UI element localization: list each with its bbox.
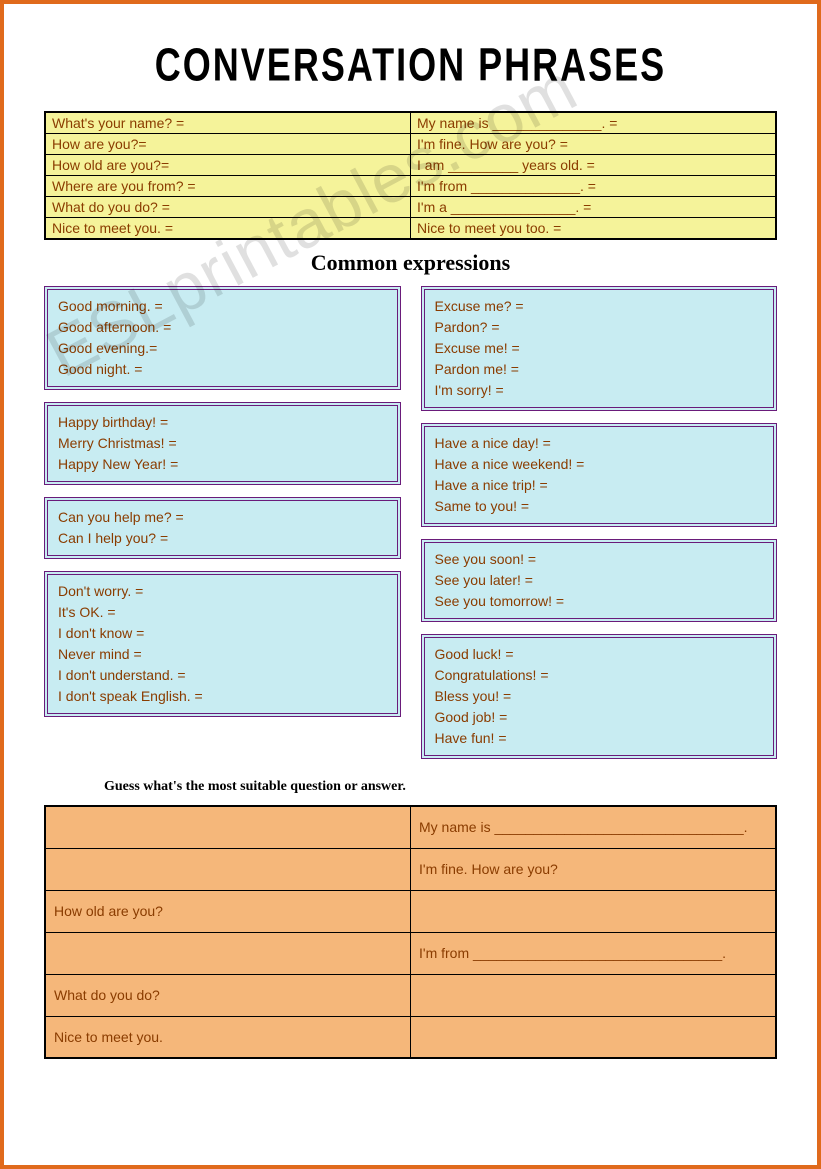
- exercise-cell-left[interactable]: Nice to meet you.: [45, 1016, 411, 1058]
- expression-line: Have fun! =: [435, 728, 764, 749]
- expression-line: Never mind =: [58, 644, 387, 665]
- table-row: I'm fine. How are you?: [45, 848, 776, 890]
- expression-line: Congratulations! =: [435, 665, 764, 686]
- phrase-cell-right: I'm fine. How are you? =: [411, 134, 777, 155]
- phrases-table: What's your name? =My name is __________…: [44, 111, 777, 240]
- expression-line: Excuse me! =: [435, 338, 764, 359]
- exercise-cell-left[interactable]: [45, 848, 411, 890]
- exercise-cell-right[interactable]: My name is _____________________________…: [411, 806, 777, 848]
- worksheet-page: ESLprintables.com CONVERSATION PHRASES W…: [0, 0, 821, 1169]
- phrase-cell-left: How old are you?=: [45, 155, 411, 176]
- expression-line: Don't worry. =: [58, 581, 387, 602]
- phrase-cell-right: I'm from ______________. =: [411, 176, 777, 197]
- phrase-cell-left: What's your name? =: [45, 112, 411, 134]
- expression-box: Good morning. =Good afternoon. =Good eve…: [44, 286, 401, 390]
- expression-line: I'm sorry! =: [435, 380, 764, 401]
- table-row: What do you do?: [45, 974, 776, 1016]
- expression-line: It's OK. =: [58, 602, 387, 623]
- exercise-cell-left[interactable]: How old are you?: [45, 890, 411, 932]
- exercise-cell-left[interactable]: [45, 932, 411, 974]
- exercise-cell-left[interactable]: [45, 806, 411, 848]
- expression-line: See you soon! =: [435, 549, 764, 570]
- exercise-table: My name is _____________________________…: [44, 805, 777, 1059]
- expressions-wrap: Good morning. =Good afternoon. =Good eve…: [44, 286, 777, 759]
- expression-line: I don't understand. =: [58, 665, 387, 686]
- phrase-cell-left: What do you do? =: [45, 197, 411, 218]
- expression-line: Merry Christmas! =: [58, 433, 387, 454]
- exercise-cell-right[interactable]: [411, 890, 777, 932]
- expression-line: Happy New Year! =: [58, 454, 387, 475]
- expression-line: Can I help you? =: [58, 528, 387, 549]
- table-row: What do you do? =I'm a ________________.…: [45, 197, 776, 218]
- table-row: How are you?=I'm fine. How are you? =: [45, 134, 776, 155]
- expression-box: Excuse me? =Pardon? =Excuse me! =Pardon …: [421, 286, 778, 411]
- table-row: Nice to meet you.: [45, 1016, 776, 1058]
- phrase-cell-right: My name is ______________. =: [411, 112, 777, 134]
- expression-line: Have a nice weekend! =: [435, 454, 764, 475]
- table-row: Nice to meet you. =Nice to meet you too.…: [45, 218, 776, 240]
- expression-line: I don't speak English. =: [58, 686, 387, 707]
- phrase-cell-right: I am _________ years old. =: [411, 155, 777, 176]
- expression-line: See you later! =: [435, 570, 764, 591]
- table-row: Where are you from? =I'm from __________…: [45, 176, 776, 197]
- expression-line: Happy birthday! =: [58, 412, 387, 433]
- expression-line: I don't know =: [58, 623, 387, 644]
- exercise-cell-right[interactable]: [411, 974, 777, 1016]
- expression-line: Good night. =: [58, 359, 387, 380]
- expression-box: See you soon! =See you later! =See you t…: [421, 539, 778, 622]
- expression-line: Good job! =: [435, 707, 764, 728]
- exercise-cell-right[interactable]: [411, 1016, 777, 1058]
- expression-line: Good morning. =: [58, 296, 387, 317]
- expression-box: Happy birthday! =Merry Christmas! =Happy…: [44, 402, 401, 485]
- exercise-cell-right[interactable]: I'm fine. How are you?: [411, 848, 777, 890]
- expression-box: Don't worry. =It's OK. =I don't know =Ne…: [44, 571, 401, 717]
- right-column: Excuse me? =Pardon? =Excuse me! =Pardon …: [421, 286, 778, 759]
- expression-line: Good luck! =: [435, 644, 764, 665]
- table-row: How old are you?=I am _________ years ol…: [45, 155, 776, 176]
- expression-line: See you tomorrow! =: [435, 591, 764, 612]
- expression-line: Good afternoon. =: [58, 317, 387, 338]
- table-row: My name is _____________________________…: [45, 806, 776, 848]
- expression-line: Pardon? =: [435, 317, 764, 338]
- phrase-cell-right: I'm a ________________. =: [411, 197, 777, 218]
- expression-line: Have a nice day! =: [435, 433, 764, 454]
- expression-line: Have a nice trip! =: [435, 475, 764, 496]
- expression-line: Same to you! =: [435, 496, 764, 517]
- exercise-cell-left[interactable]: What do you do?: [45, 974, 411, 1016]
- expression-box: Good luck! =Congratulations! =Bless you!…: [421, 634, 778, 759]
- expression-line: Good evening.=: [58, 338, 387, 359]
- phrase-cell-left: How are you?=: [45, 134, 411, 155]
- left-column: Good morning. =Good afternoon. =Good eve…: [44, 286, 401, 759]
- expression-box: Have a nice day! =Have a nice weekend! =…: [421, 423, 778, 527]
- table-row: I'm from _______________________________…: [45, 932, 776, 974]
- phrase-cell-left: Where are you from? =: [45, 176, 411, 197]
- expression-line: Pardon me! =: [435, 359, 764, 380]
- expression-box: Can you help me? =Can I help you? =: [44, 497, 401, 559]
- subtitle: Common expressions: [44, 250, 777, 276]
- expression-line: Excuse me? =: [435, 296, 764, 317]
- phrase-cell-left: Nice to meet you. =: [45, 218, 411, 240]
- table-row: How old are you?: [45, 890, 776, 932]
- table-row: What's your name? =My name is __________…: [45, 112, 776, 134]
- page-title: CONVERSATION PHRASES: [44, 38, 777, 93]
- instruction-text: Guess what's the most suitable question …: [104, 779, 777, 795]
- expression-line: Bless you! =: [435, 686, 764, 707]
- phrase-cell-right: Nice to meet you too. =: [411, 218, 777, 240]
- exercise-cell-right[interactable]: I'm from _______________________________…: [411, 932, 777, 974]
- expression-line: Can you help me? =: [58, 507, 387, 528]
